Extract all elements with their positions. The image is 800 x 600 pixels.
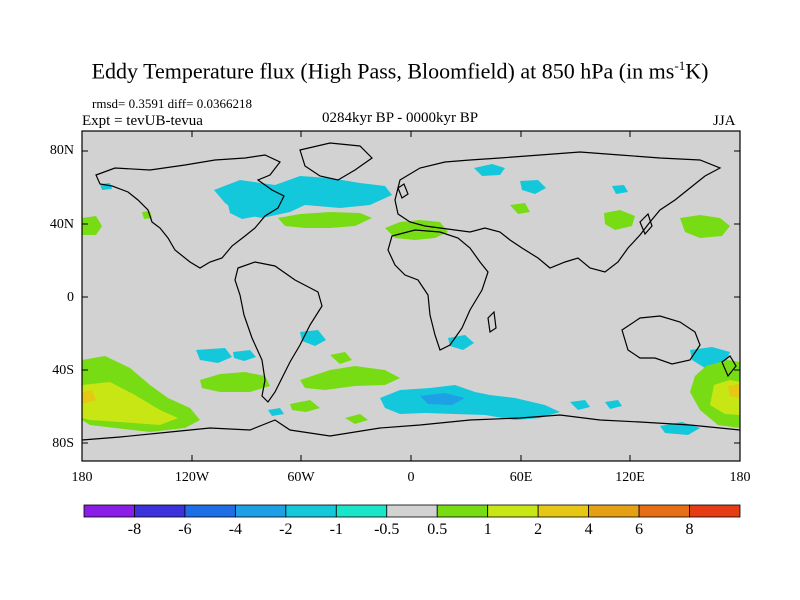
coast-greenland (299, 142, 373, 181)
max-positive-patches (82, 384, 740, 404)
stats-label: rmsd= 0.3591 diff= 0.0366218 (92, 96, 252, 111)
lon-label: 120E (615, 470, 645, 485)
anomaly-patch (680, 215, 730, 238)
lon-label: 180 (729, 470, 751, 485)
anomaly-patch (82, 390, 96, 404)
anomaly-patch (196, 348, 232, 363)
colorbar-label: 1 (483, 521, 492, 538)
colorbar-label: -6 (178, 521, 192, 538)
colorbar-swatch (588, 504, 640, 518)
lon-label: 60W (287, 470, 315, 485)
colorbar-label: -8 (127, 521, 142, 538)
anomaly-patch (82, 216, 102, 235)
anomaly-patch (290, 400, 320, 412)
anomaly-patch (728, 384, 740, 398)
negative-anomaly-patches (100, 164, 730, 435)
anomaly-patch (420, 393, 465, 405)
anomaly-patch (520, 180, 546, 194)
coast-africa (387, 229, 489, 351)
colorbar-label: -1 (329, 521, 343, 538)
lat-label: 80S (52, 436, 74, 451)
lat-label: 0 (67, 290, 74, 305)
anomaly-patch (214, 176, 392, 218)
experiment-label: Expt = tevUB-tevua (82, 113, 203, 129)
coast-uk (397, 183, 409, 199)
anomaly-patch (380, 385, 560, 420)
lat-label: 80N (49, 143, 74, 158)
colorbar-label: 4 (584, 521, 593, 538)
anomaly-patch (605, 400, 622, 409)
coast-japan (639, 212, 653, 236)
lat-label: 40N (49, 217, 74, 232)
colorbar (83, 504, 741, 518)
lon-label: 60E (509, 470, 533, 485)
colorbar-swatch (436, 504, 489, 518)
colorbar-label: -2 (279, 521, 293, 538)
anomaly-patch (268, 408, 284, 416)
plot-title: Eddy Temperature flux (High Pass, Bloomf… (91, 58, 709, 84)
anomaly-patch (345, 414, 368, 424)
colorbar-label: 6 (635, 521, 644, 538)
lon-label: 180 (71, 470, 93, 485)
map-panel (81, 130, 741, 462)
colorbar-swatch (335, 504, 388, 518)
anomaly-patch (330, 352, 352, 364)
anomaly-patch (474, 164, 505, 176)
colorbar-swatch (689, 504, 741, 518)
anomaly-patch (233, 350, 256, 361)
period-label: 0284kyr BP - 0000kyr BP (321, 110, 479, 126)
colorbar-label: 0.5 (427, 521, 448, 538)
anomaly-patch (278, 212, 372, 228)
anomaly-patch (510, 203, 530, 214)
coast-new-zealand (721, 355, 737, 378)
lat-label: 40S (52, 363, 74, 378)
lon-label: 0 (407, 470, 415, 485)
anomaly-patch (300, 366, 400, 390)
colorbar-swatch (285, 504, 337, 518)
coast-north-america (95, 154, 285, 269)
coast-eurasia (394, 151, 722, 273)
colorbar-swatch (487, 504, 539, 518)
colorbar-label: -4 (228, 521, 243, 538)
axis-ticks (81, 131, 741, 461)
anomaly-patch (612, 185, 628, 194)
colorbar-label: -0.5 (374, 521, 400, 538)
colorbar-swatch (638, 504, 690, 518)
colorbar-swatch (184, 504, 236, 518)
coast-australia (621, 315, 701, 365)
lon-label: 120W (174, 470, 210, 485)
colorbar-swatch (234, 504, 287, 518)
colorbar-swatch (537, 504, 590, 518)
anomaly-patch (604, 210, 635, 230)
anomaly-patch (228, 205, 258, 219)
anomaly-patch (300, 330, 326, 346)
colorbar-swatch (386, 504, 438, 518)
colorbar-swatch (83, 504, 135, 518)
colorbar-label: 8 (685, 521, 694, 538)
colorbar-swatch (134, 504, 186, 518)
colorbar-label: 2 (534, 521, 543, 538)
deep-negative-patches (420, 393, 465, 405)
coast-antarctica (81, 414, 741, 441)
coast-madagascar (487, 310, 497, 334)
coastlines (81, 142, 741, 441)
anomaly-patch (200, 372, 270, 392)
anomaly-patch (570, 400, 590, 410)
anomaly-patch (82, 382, 178, 425)
coast-south-america (234, 261, 323, 403)
season-label: JJA (713, 113, 736, 129)
